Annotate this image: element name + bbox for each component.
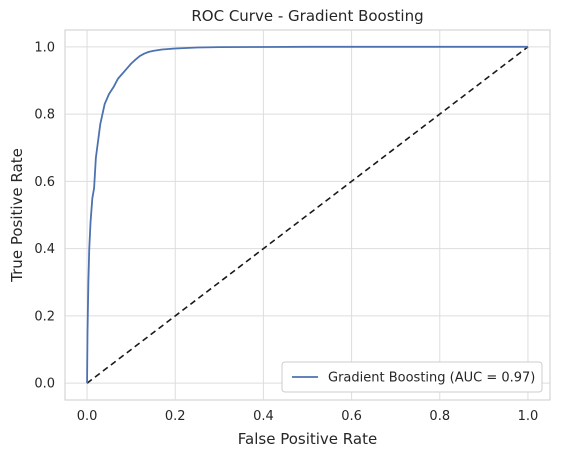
x-tick-label: 0.4: [253, 409, 274, 424]
data-lines: [86, 45, 529, 384]
x-tick-label: 0.6: [341, 409, 362, 424]
chance-diagonal-line: [86, 46, 529, 384]
y-tick-label: 0.8: [34, 108, 55, 123]
x-tick-labels: 0.0 0.2 0.4 0.6 0.8 1.0: [77, 409, 539, 424]
y-tick-label: 1.0: [34, 40, 55, 55]
y-tick-label: 0.4: [34, 242, 55, 257]
y-tick-label: 0.0: [34, 377, 55, 392]
x-tick-label: 1.0: [518, 409, 539, 424]
legend-box: [281, 361, 543, 393]
y-axis-label: True Positive Rate: [8, 148, 26, 283]
legend: Gradient Boosting (AUC = 0.97): [281, 361, 543, 393]
legend-label: Gradient Boosting (AUC = 0.97): [328, 371, 535, 386]
x-tick-label: 0.2: [165, 409, 186, 424]
x-tick-label: 0.8: [429, 409, 450, 424]
y-tick-label: 0.6: [34, 175, 55, 190]
x-tick-label: 0.0: [77, 409, 98, 424]
roc-curve-line: [86, 45, 528, 384]
x-axis-label: False Positive Rate: [238, 430, 377, 448]
y-tick-label: 0.2: [34, 309, 55, 324]
chart-title: ROC Curve - Gradient Boosting: [191, 7, 423, 25]
y-tick-labels: 0.0 0.2 0.4 0.6 0.8 1.0: [34, 40, 55, 391]
